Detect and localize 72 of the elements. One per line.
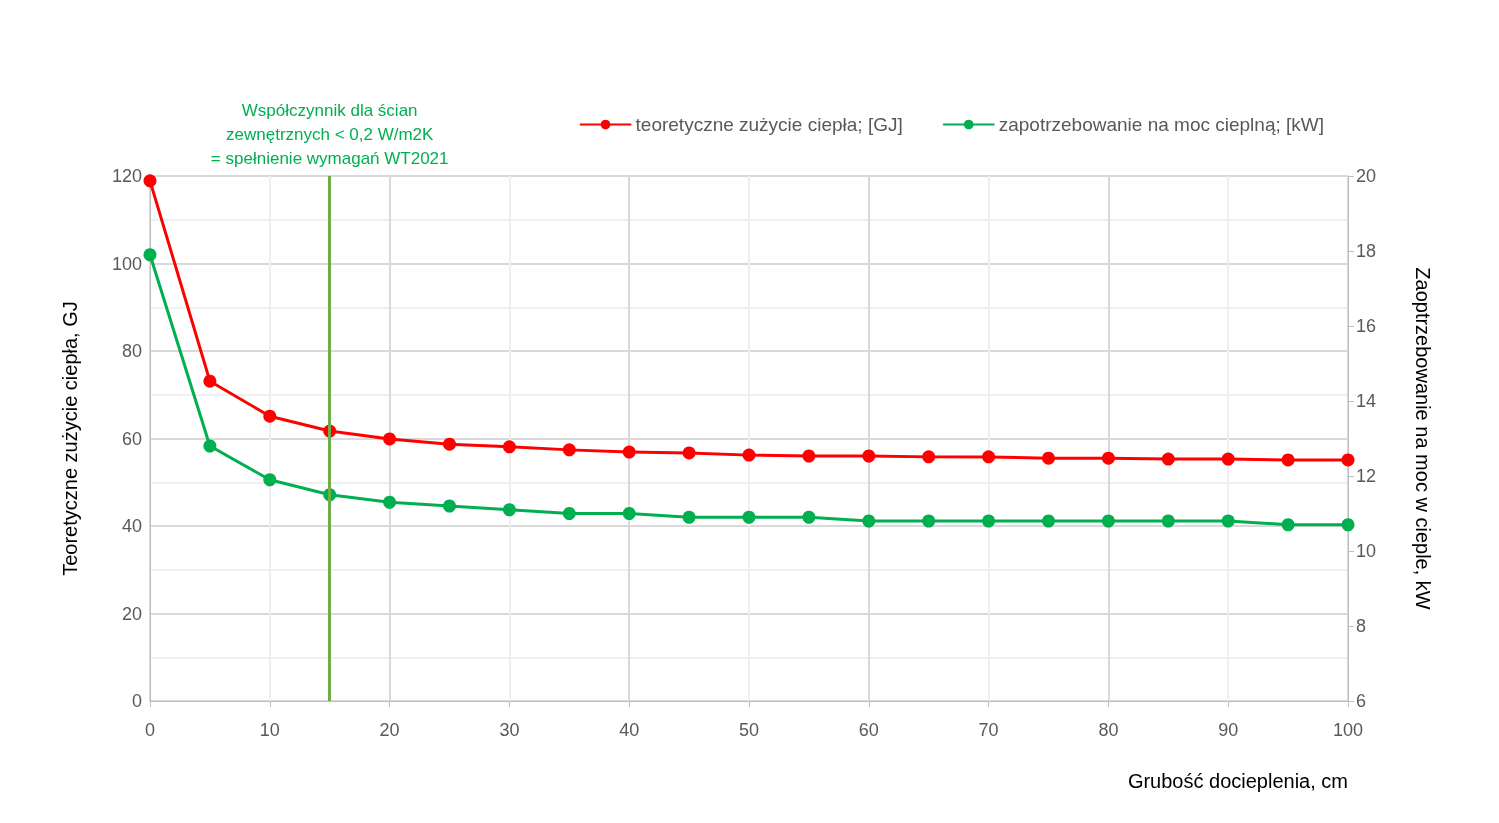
point xyxy=(143,174,157,188)
point xyxy=(922,450,936,464)
y-tick-label: 60 xyxy=(121,428,142,449)
point xyxy=(383,432,397,446)
x-tick-label: 20 xyxy=(379,720,400,740)
point xyxy=(1101,514,1115,528)
y2-tick-label: 8 xyxy=(1356,616,1367,636)
point xyxy=(203,439,217,453)
ref-line-label: Współczynnik dla ścian zewnętrznych < 0,2 W/m2K = spełnienie wymagań WT2021 xyxy=(210,100,449,168)
point xyxy=(802,510,816,524)
x-tick-label: 0 xyxy=(144,720,156,740)
point xyxy=(562,507,576,520)
y2-tick-label: 12 xyxy=(1356,466,1377,486)
point xyxy=(682,446,696,460)
point xyxy=(862,449,876,463)
y-tick-label: 20 xyxy=(121,603,142,624)
point xyxy=(682,510,696,524)
x-tick-label: 90 xyxy=(1218,720,1239,740)
point xyxy=(1221,452,1235,466)
point xyxy=(1281,518,1295,532)
legend-label: teoretyczne zużycie ciepła; [GJ] xyxy=(635,114,903,135)
point xyxy=(502,503,516,517)
point xyxy=(143,248,157,262)
point xyxy=(922,514,936,528)
point xyxy=(203,374,217,388)
x-tick-label: 70 xyxy=(978,720,999,740)
point xyxy=(1221,514,1235,528)
point xyxy=(982,450,996,464)
point xyxy=(443,437,456,451)
point xyxy=(562,443,576,457)
point xyxy=(802,449,816,463)
y-tick-label: 40 xyxy=(121,516,142,536)
point xyxy=(1161,514,1175,528)
point xyxy=(1101,451,1115,465)
x-tick-label: 10 xyxy=(259,720,280,740)
legend-label: zapotrzebowanie na moc cieplną; [kW] xyxy=(998,114,1325,135)
y2-axis-title: Zaoptrzebowanie na moc w cieple, kW xyxy=(1412,267,1434,610)
point xyxy=(742,448,756,462)
point xyxy=(383,495,397,509)
point xyxy=(443,499,456,513)
y2-tick-label: 6 xyxy=(1356,691,1367,711)
x-tick-label: 40 xyxy=(619,720,640,740)
point xyxy=(622,445,636,459)
x-axis-title: Grubość docieplenia, cm xyxy=(1127,770,1348,792)
point xyxy=(862,514,876,528)
point xyxy=(622,507,636,520)
point xyxy=(1341,518,1355,532)
x-tick-label: 100 xyxy=(1332,720,1364,740)
point xyxy=(1042,514,1055,528)
x-tick-label: 60 xyxy=(858,720,879,740)
point xyxy=(1042,451,1055,465)
y-tick-label: 120 xyxy=(111,166,142,186)
y2-tick-label: 14 xyxy=(1356,391,1377,411)
y2-tick-label: 10 xyxy=(1356,541,1377,561)
y2-tick-label: 16 xyxy=(1356,316,1377,336)
point xyxy=(263,409,277,423)
point xyxy=(742,510,756,524)
point xyxy=(1341,453,1355,467)
y2-tick-label: 18 xyxy=(1356,241,1377,261)
x-tick-label: 80 xyxy=(1098,720,1119,740)
x-tick-label: 50 xyxy=(738,720,760,740)
point xyxy=(1281,453,1295,467)
y-tick-label: 0 xyxy=(131,691,142,711)
point xyxy=(263,473,277,487)
x-tick-label: 30 xyxy=(499,720,520,740)
point xyxy=(1161,452,1175,466)
y2-tick-label: 20 xyxy=(1356,166,1377,186)
y-tick-label: 100 xyxy=(111,253,142,274)
y-axis-title: Teoretyczne zużycie ciepła, GJ xyxy=(59,301,81,576)
y-tick-label: 80 xyxy=(121,341,142,361)
point xyxy=(502,440,516,454)
point xyxy=(982,514,996,528)
